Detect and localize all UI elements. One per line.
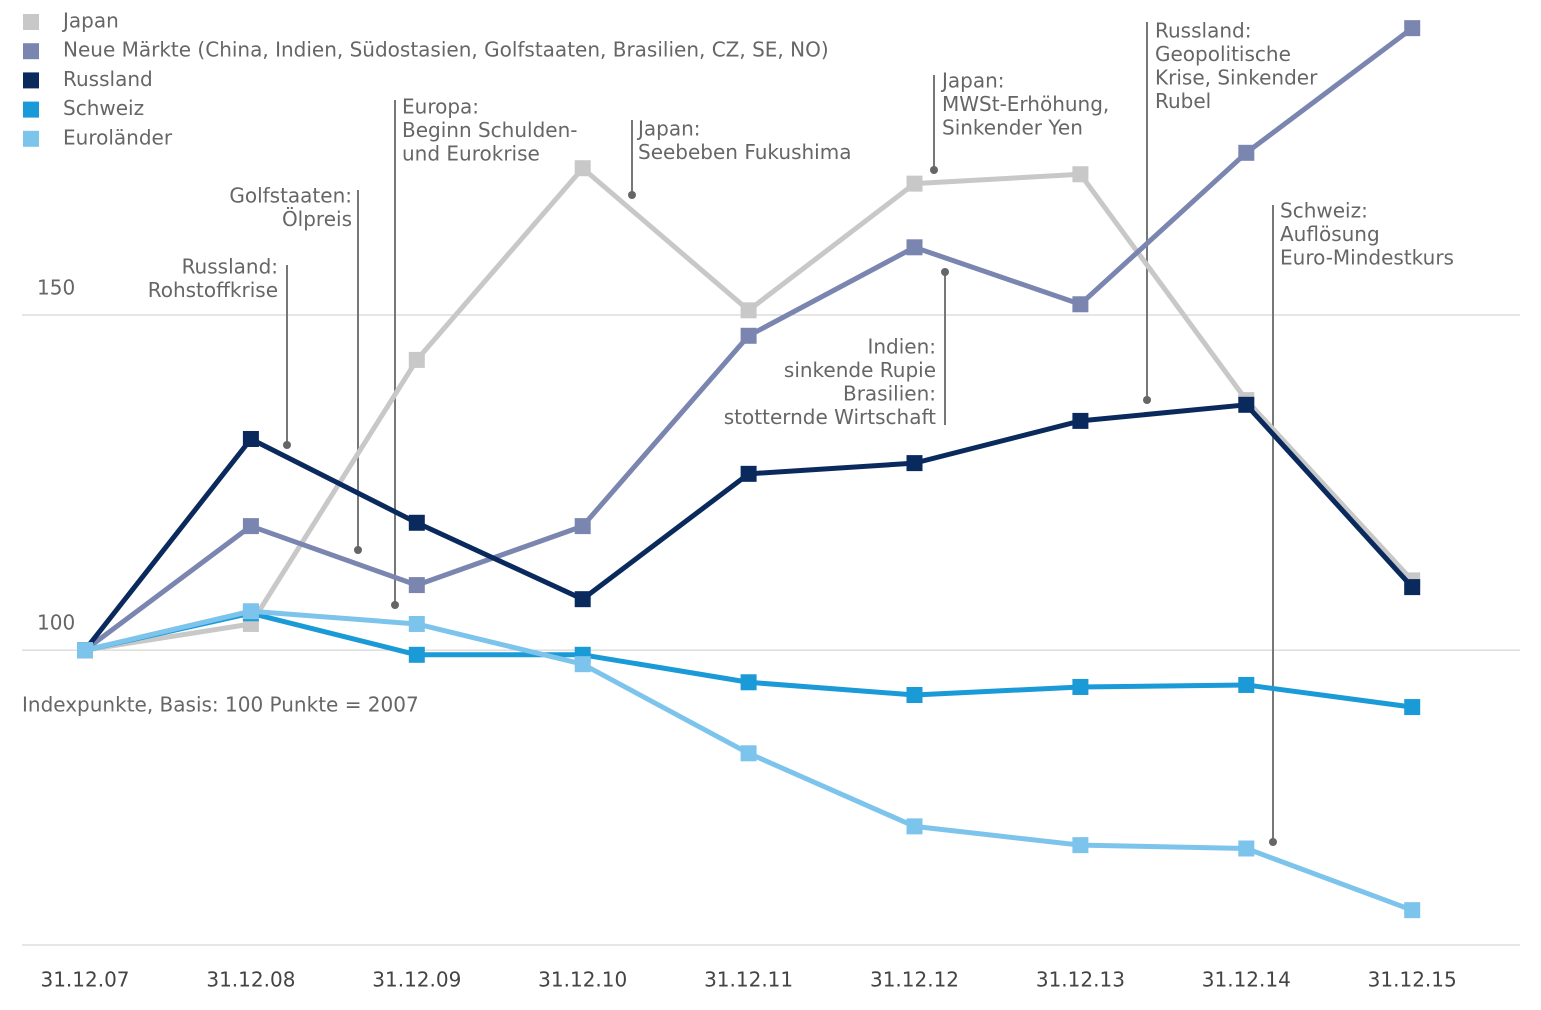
marker bbox=[1238, 676, 1255, 693]
marker bbox=[1404, 902, 1421, 919]
annotation-text: Schweiz: bbox=[1280, 199, 1368, 223]
annotation-dot bbox=[941, 268, 949, 276]
legend-swatch bbox=[23, 130, 39, 147]
legend-label: Schweiz bbox=[63, 96, 144, 120]
legend-swatch bbox=[23, 101, 39, 118]
marker bbox=[1072, 166, 1089, 183]
marker bbox=[77, 642, 93, 659]
marker bbox=[906, 239, 923, 256]
y-tick-label: 100 bbox=[37, 611, 75, 635]
marker bbox=[1238, 840, 1255, 857]
marker bbox=[408, 577, 425, 594]
x-tick-label: 31.12.08 bbox=[206, 968, 295, 992]
annotation-text: MWSt-Erhöhung, bbox=[942, 92, 1109, 116]
marker bbox=[242, 518, 259, 535]
marker bbox=[740, 674, 757, 691]
legend-label: Euroländer bbox=[63, 125, 173, 149]
marker bbox=[1072, 296, 1089, 313]
marker bbox=[242, 430, 259, 447]
annotation-text: Rubel bbox=[1155, 89, 1211, 113]
x-tick-label: 31.12.14 bbox=[1202, 968, 1291, 992]
marker bbox=[242, 603, 259, 620]
marker bbox=[906, 687, 923, 704]
annotation-text: Brasilien: bbox=[843, 382, 936, 406]
annotation-text: Rohstoffkrise bbox=[148, 278, 278, 302]
marker bbox=[408, 615, 425, 632]
marker bbox=[740, 302, 757, 319]
marker bbox=[1238, 396, 1255, 413]
annotation-text: Ölpreis bbox=[282, 207, 352, 231]
x-tick-label: 31.12.11 bbox=[704, 968, 793, 992]
marker bbox=[574, 160, 591, 177]
marker bbox=[906, 818, 923, 835]
annotation-text: Geopolitische bbox=[1155, 42, 1291, 66]
marker bbox=[906, 175, 923, 192]
marker bbox=[1072, 837, 1089, 854]
legend-label: Russland bbox=[63, 67, 153, 91]
marker bbox=[408, 646, 425, 663]
axis-note: Indexpunkte, Basis: 100 Punkte = 2007 bbox=[22, 693, 419, 717]
legend-swatch bbox=[23, 43, 39, 60]
marker bbox=[1072, 412, 1089, 429]
legend-swatch bbox=[23, 14, 39, 30]
annotation-text: Japan: bbox=[636, 117, 701, 141]
x-tick-label: 31.12.07 bbox=[40, 968, 129, 992]
marker bbox=[408, 514, 425, 531]
marker bbox=[1404, 699, 1421, 716]
annotation-text: und Eurokrise bbox=[402, 142, 540, 166]
annotation-dot bbox=[391, 601, 399, 609]
annotation-text: Russland: bbox=[182, 255, 278, 279]
annotation-text: Japan: bbox=[940, 69, 1005, 93]
annotation-text: Auflösung bbox=[1280, 222, 1380, 246]
legend-label: Neue Märkte (China, Indien, Südostasien,… bbox=[63, 38, 829, 62]
x-tick-label: 31.12.15 bbox=[1368, 968, 1457, 992]
x-tick-label: 31.12.13 bbox=[1036, 968, 1125, 992]
marker bbox=[906, 455, 923, 472]
marker bbox=[574, 518, 591, 535]
annotation-text: Russland: bbox=[1155, 19, 1251, 43]
marker bbox=[574, 591, 591, 608]
legend-label: Japan bbox=[61, 9, 119, 33]
marker bbox=[740, 465, 757, 482]
marker bbox=[1404, 20, 1421, 37]
annotation-text: Seebeben Fukushima bbox=[638, 140, 851, 164]
annotation-text: Krise, Sinkender bbox=[1155, 66, 1318, 90]
annotation-dot bbox=[628, 191, 636, 199]
marker bbox=[740, 327, 757, 344]
annotation-text: Euro-Mindestkurs bbox=[1280, 246, 1454, 270]
legend-swatch bbox=[23, 72, 39, 89]
x-tick-label: 31.12.10 bbox=[538, 968, 627, 992]
annotation-text: sinkende Rupie bbox=[784, 358, 936, 382]
annotation-text: Sinkender Yen bbox=[942, 116, 1083, 140]
y-tick-label: 150 bbox=[37, 276, 75, 300]
annotation-dot bbox=[354, 546, 362, 554]
marker bbox=[740, 745, 757, 762]
annotation-dot bbox=[1269, 838, 1277, 846]
marker bbox=[574, 656, 591, 673]
annotation-text: Europa: bbox=[402, 95, 479, 119]
marker bbox=[1072, 678, 1089, 695]
marker bbox=[1238, 144, 1255, 161]
annotation-text: Indien: bbox=[867, 335, 936, 359]
marker bbox=[408, 351, 425, 368]
annotation-text: stotternde Wirtschaft bbox=[724, 405, 936, 429]
marker bbox=[1404, 579, 1421, 596]
annotation-text: Beginn Schulden- bbox=[402, 118, 577, 142]
annotation-dot bbox=[930, 166, 938, 174]
annotation-text: Golfstaaten: bbox=[229, 184, 352, 208]
annotation-dot bbox=[1143, 396, 1151, 404]
x-tick-label: 31.12.12 bbox=[870, 968, 959, 992]
annotation-dot bbox=[283, 441, 291, 449]
x-tick-label: 31.12.09 bbox=[372, 968, 461, 992]
